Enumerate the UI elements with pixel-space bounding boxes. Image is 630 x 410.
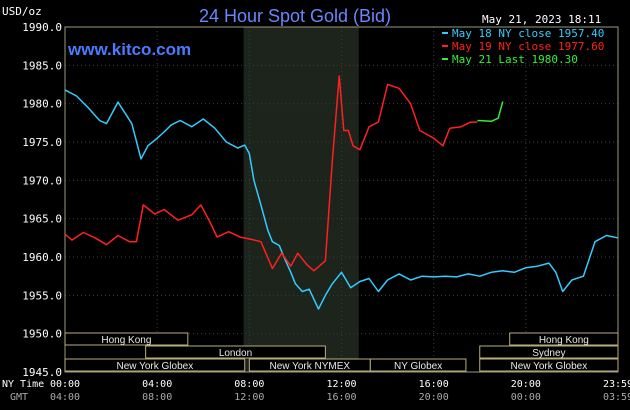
session-bar bbox=[509, 332, 619, 346]
plot-frame bbox=[64, 26, 619, 373]
session-label: Hong Kong bbox=[101, 335, 151, 346]
y-tick-label: 1980.0 bbox=[22, 98, 62, 111]
y-tick-label: 1960.0 bbox=[22, 251, 62, 264]
session-bar bbox=[369, 358, 467, 372]
y-tick-label: 1950.0 bbox=[22, 328, 62, 341]
x-axis-label-ny: NY Time bbox=[2, 379, 44, 390]
session-label: NY Globex bbox=[394, 361, 442, 372]
x-axis-label-gmt: GMT bbox=[10, 392, 28, 403]
legend-may19: May 19 NY close 1977.60 bbox=[452, 40, 604, 53]
series-line-1 bbox=[64, 75, 478, 272]
chart-title: 24 Hour Spot Gold (Bid) bbox=[199, 6, 391, 26]
session-label: Sydney bbox=[532, 348, 565, 359]
session-bar bbox=[479, 345, 619, 359]
date-stamp: May 21, 2023 18:11 bbox=[482, 13, 601, 26]
legend-may21: May 21 Last 1980.30 bbox=[452, 53, 578, 66]
y-tick-label: 1955.0 bbox=[22, 289, 62, 302]
x-tick-label-ny: 20:00 bbox=[511, 379, 541, 390]
x-tick-label-gmt: 16:00 bbox=[326, 392, 356, 403]
market-sessions: Hong Kong London New York Globex New York N… bbox=[64, 332, 619, 372]
legend-may18: May 18 NY close 1957.40 bbox=[452, 27, 604, 40]
series-line-2 bbox=[477, 101, 504, 123]
session-bar bbox=[64, 332, 189, 346]
x-tick-label-gmt: 20:00 bbox=[419, 392, 449, 403]
y-axis-ticks: 1990.0 1985.0 1980.0 1975.0 1970.0 1965.0 1960… bbox=[22, 21, 62, 379]
grid bbox=[65, 26, 618, 373]
x-tick-label-ny: 16:00 bbox=[419, 379, 449, 390]
x-tick-label-ny: 04:00 bbox=[142, 379, 172, 390]
series-line-0 bbox=[64, 89, 618, 310]
x-tick-label-gmt: 08:00 bbox=[142, 392, 172, 403]
y-tick-label: 1970.0 bbox=[22, 174, 62, 187]
session-label: New York Globex bbox=[117, 361, 194, 372]
session-bar bbox=[479, 358, 619, 372]
session-bar bbox=[64, 358, 246, 372]
y-tick-label: 1965.0 bbox=[22, 213, 62, 226]
legend: May 18 NY close 1957.40 May 19 NY close … bbox=[442, 27, 604, 66]
x-tick-label-ny: 08:00 bbox=[234, 379, 264, 390]
session-label: New York Globex bbox=[511, 361, 588, 372]
x-tick-label-ny: 23:59 bbox=[603, 379, 630, 390]
x-tick-label-ny: 12:00 bbox=[326, 379, 356, 390]
session-label: New York NYMEX bbox=[270, 361, 351, 372]
unit-label: USD/oz bbox=[2, 5, 42, 18]
y-tick-label: 1975.0 bbox=[22, 136, 62, 149]
y-tick-label: 1985.0 bbox=[22, 59, 62, 72]
x-tick-label-gmt: 12:00 bbox=[234, 392, 264, 403]
watermark: www.kitco.com bbox=[67, 40, 191, 59]
price-series bbox=[64, 75, 618, 310]
session-label: Hong Kong bbox=[539, 335, 589, 346]
x-tick-label-gmt: 04:00 bbox=[50, 392, 80, 403]
session-bar bbox=[145, 345, 326, 359]
x-tick-label-ny: 00:00 bbox=[50, 379, 80, 390]
session-label: London bbox=[219, 348, 252, 359]
x-tick-label-gmt: 00:00 bbox=[511, 392, 541, 403]
y-tick-label: 1990.0 bbox=[22, 21, 62, 34]
y-tick-label: 1945.0 bbox=[22, 366, 62, 379]
x-axis-ticks: 00:00 04:00 04:00 08:00 08:00 12:00 12:00 16:00… bbox=[50, 379, 630, 403]
x-tick-label-gmt: 03:59 bbox=[603, 392, 630, 403]
